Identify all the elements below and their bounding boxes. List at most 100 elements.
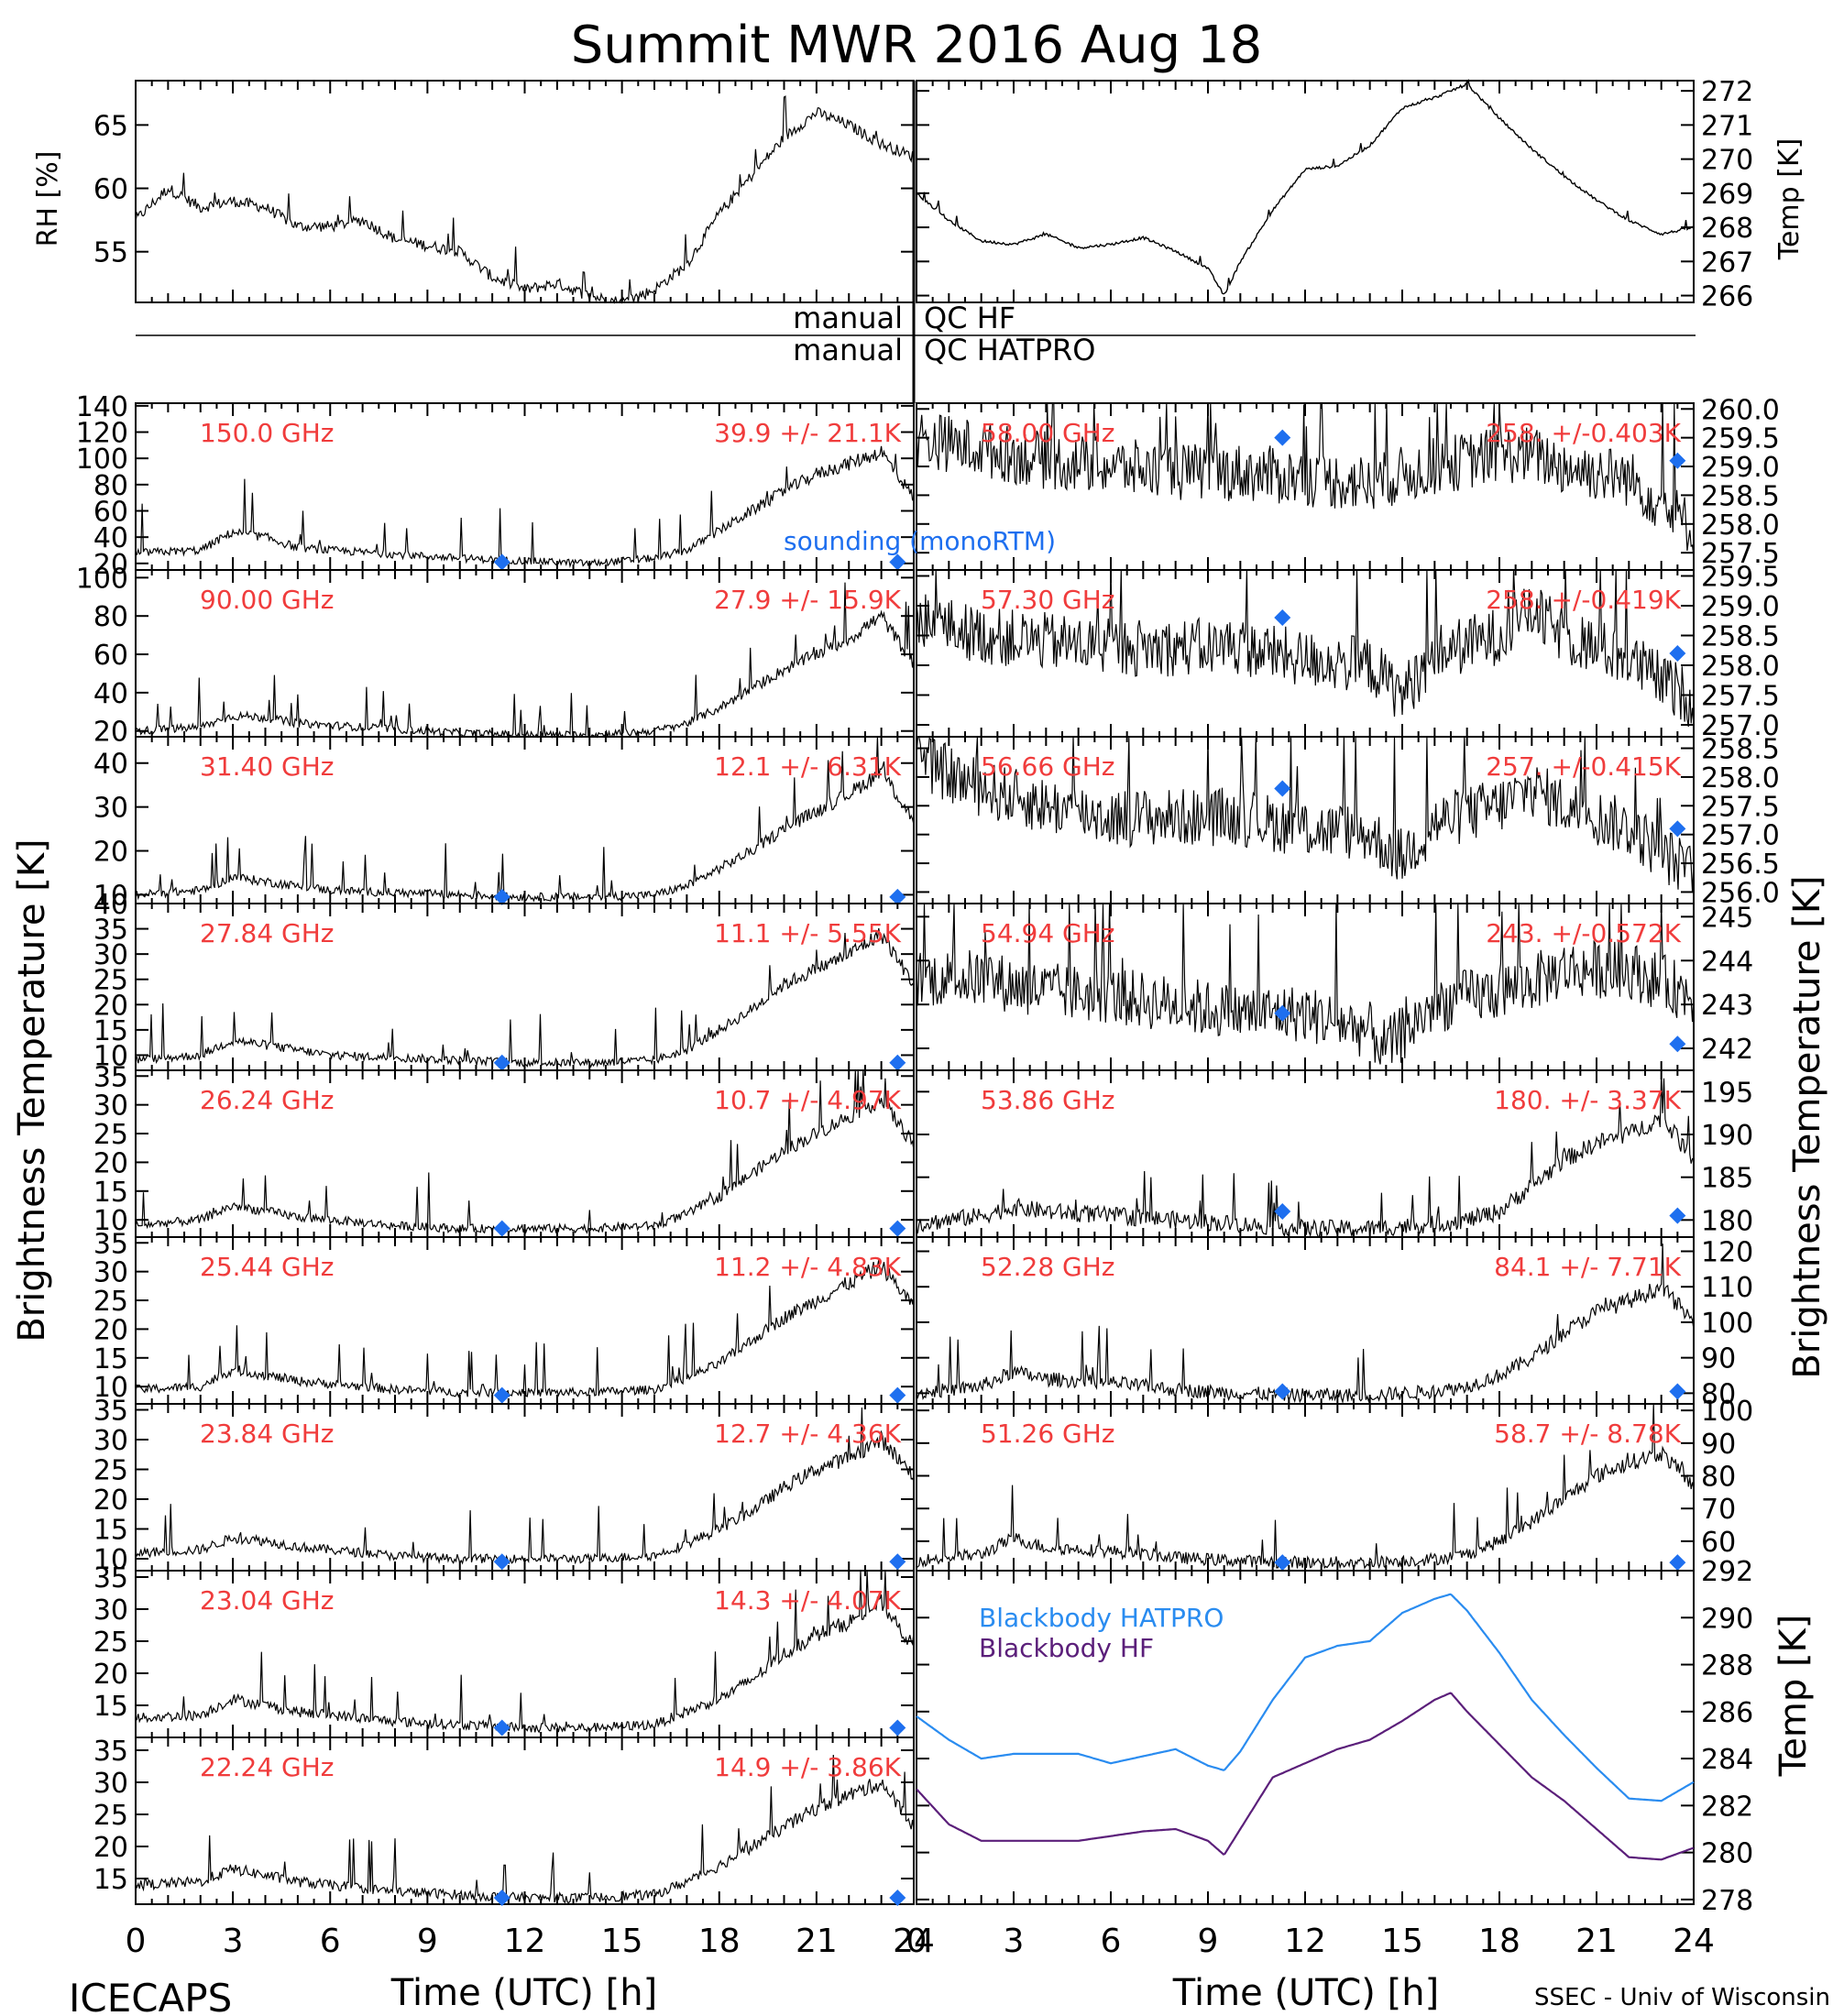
y-tick-label: 271 [1701,110,1753,142]
y-tick-label: 257.5 [1701,681,1780,713]
y-tick-label: 65 [93,110,128,142]
y-tick-label: 15 [93,1177,128,1209]
y-tick-label: 259.5 [1701,562,1780,594]
sounding-point [889,553,906,571]
rh-axis-label: RH [%] [32,151,64,247]
series-27-84-ghz-0 [135,927,915,1068]
series-150-0-ghz-0 [135,445,915,569]
panels: 5560652662672682692702712722040608010012… [76,76,1780,1960]
y-tick-label: 10 [93,1205,128,1237]
channel-stats: 39.9 +/- 21.1K [714,418,901,448]
y-tick-label: 258.0 [1701,651,1780,683]
y-tick-label: 25 [93,1455,128,1487]
y-tick-label: 120 [76,418,128,450]
series-52-28-ghz-0 [916,1244,1695,1405]
panel-frame-rh [135,80,915,303]
y-tick-label: 243 [1701,990,1753,1022]
sounding-point [1274,429,1291,446]
y-tick-label: 60 [93,174,128,206]
series-25-44-ghz-0 [135,1259,915,1398]
y-tick-label: 40 [93,678,128,710]
sounding-point [493,1890,510,1906]
channel-stats: 14.9 +/- 3.86K [714,1752,901,1782]
y-tick-label: 100 [76,563,128,595]
x-tick-label: 3 [223,1923,244,1960]
y-tick-label: 268 [1701,213,1753,245]
channel-label: 53.86 GHz [981,1085,1115,1115]
series-23-84-ghz-0 [135,1407,915,1565]
y-tick-label: 30 [93,1257,128,1289]
bb-temp-axis-label: Temp [K] [1773,1615,1815,1778]
channel-label: 23.04 GHz [200,1585,335,1616]
channel-label: 22.24 GHz [200,1752,335,1782]
y-tick-label: 15 [93,1343,128,1375]
sounding-point [1274,1004,1291,1022]
channel-label: 26.24 GHz [200,1085,335,1115]
y-tick-label: 30 [93,1594,128,1627]
y-tick-label: 195 [1701,1077,1753,1109]
y-tick-label: 10 [93,1372,128,1404]
x-tick-label: 12 [504,1923,546,1960]
y-tick-label: 256.0 [1701,877,1780,909]
channel-label: 25.44 GHz [200,1252,335,1282]
series-23-04-ghz-0 [135,1570,915,1734]
footer-icecaps: ICECAPS [69,1976,232,2016]
y-tick-label: 25 [93,1627,128,1659]
channel-label: 57.30 GHz [981,585,1115,615]
channel-stats: 243. +/-0.572K [1486,918,1681,948]
x-tick-label: 0 [126,1923,147,1960]
sounding-point [889,1890,906,1906]
y-tick-label: 282 [1701,1791,1753,1823]
channel-label: 90.00 GHz [200,585,335,615]
y-tick-label: 30 [93,939,128,971]
left-x-axis-label: Time (UTC) [h] [390,1972,657,2014]
y-tick-label: 190 [1701,1120,1753,1152]
y-tick-label: 15 [93,1015,128,1047]
y-tick-label: 60 [93,497,128,529]
y-tick-label: 256.5 [1701,849,1780,881]
y-tick-label: 259.0 [1701,452,1780,484]
y-tick-label: 70 [1701,1494,1736,1526]
y-tick-label: 40 [93,889,128,921]
y-tick-label: 284 [1701,1744,1753,1776]
x-tick-label: 18 [698,1923,741,1960]
y-tick-label: 278 [1701,1885,1753,1917]
sounding-point [889,1386,906,1404]
sounding-point [493,1386,510,1404]
y-tick-label: 257.5 [1701,791,1780,823]
y-tick-label: 60 [93,640,128,672]
sounding-point [1274,1203,1291,1220]
y-tick-label: 120 [1701,1236,1753,1268]
y-tick-label: 80 [1701,1378,1736,1410]
y-tick-label: 280 [1701,1838,1753,1870]
x-tick-label: 18 [1478,1923,1520,1960]
legend-bb-hatpro: Blackbody HATPRO [979,1603,1224,1633]
channel-label: 52.28 GHz [981,1252,1115,1282]
channel-label: 27.84 GHz [200,918,335,948]
sounding-point [889,1054,906,1071]
y-tick-label: 15 [93,1515,128,1547]
x-tick-label: 9 [1198,1923,1219,1960]
y-tick-label: 35 [93,1562,128,1594]
y-tick-label: 258.0 [1701,762,1780,794]
y-tick-label: 185 [1701,1163,1753,1195]
series-57-30-ghz-0 [916,569,1695,728]
channel-stats: 10.7 +/- 4.97K [714,1085,901,1115]
y-tick-label: 272 [1701,76,1753,108]
y-tick-label: 100 [76,444,128,476]
channel-label: 56.66 GHz [981,751,1115,782]
y-tick-label: 245 [1701,902,1753,934]
sounding-point [493,1054,510,1071]
y-tick-label: 10 [93,1040,128,1072]
x-tick-label: 24 [893,1923,935,1960]
sounding-point [1669,1207,1686,1224]
y-tick-label: 40 [93,749,128,781]
y-tick-label: 257.5 [1701,538,1780,570]
y-tick-label: 35 [93,915,128,947]
x-tick-label: 21 [1575,1923,1618,1960]
channel-stats: 257. +/-0.415K [1486,751,1681,782]
sounding-point [1669,820,1686,838]
sounding-point [1669,645,1686,662]
sounding-point [889,1553,906,1571]
